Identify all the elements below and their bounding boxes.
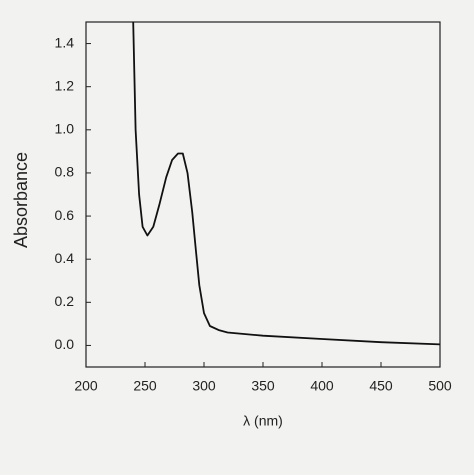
data-line — [132, 21, 441, 346]
x-tick-label: 250 — [133, 378, 157, 394]
y-tick-label: 0.0 — [55, 336, 75, 352]
x-tick-label: 300 — [192, 378, 216, 394]
x-tick-label: 200 — [74, 378, 98, 394]
y-axis-label: Absorbance — [11, 152, 31, 248]
y-tick-label: 1.2 — [55, 77, 75, 93]
y-tick-label: 0.8 — [55, 164, 75, 180]
x-axis-label: λ (nm) — [243, 413, 283, 429]
x-tick-label: 400 — [310, 378, 334, 394]
x-tick-label: 500 — [428, 378, 452, 394]
x-tick-label: 450 — [369, 378, 393, 394]
y-tick-label: 0.6 — [55, 207, 75, 223]
x-tick-label: 350 — [251, 378, 275, 394]
y-tick-label: 1.4 — [55, 34, 75, 50]
y-tick-label: 0.4 — [55, 250, 75, 266]
y-tick-label: 0.2 — [55, 293, 75, 309]
y-tick-label: 1.0 — [55, 121, 75, 137]
